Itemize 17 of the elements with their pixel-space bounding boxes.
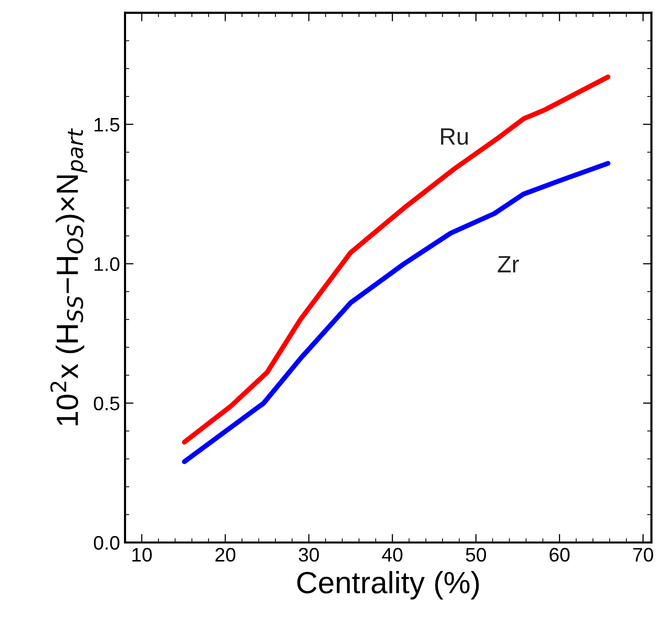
x-tick-label: 60 — [550, 548, 570, 562]
x-tick-label: 30 — [298, 548, 319, 562]
line-series — [182, 74, 610, 445]
x-tick-label: 10 — [132, 548, 152, 562]
y-tick-label: 0.0 — [94, 536, 120, 550]
line-series — [182, 160, 610, 464]
x-tick-label: 50 — [466, 548, 486, 562]
y-axis-title: 10$^{2}$x (H$_{SS}$−H$_{OS}$)×N$_{part}$ — [50, 128, 88, 426]
series-label: Zr — [498, 256, 519, 272]
x-tick-label: 20 — [215, 548, 236, 562]
x-tick-label: 40 — [382, 548, 402, 562]
y-tick-label: 0.5 — [94, 396, 120, 410]
series-label: Ru — [441, 128, 468, 145]
y-tick-label: 1.5 — [94, 118, 120, 132]
x-axis-title: Centrality (%) — [297, 571, 479, 600]
x-tick-label: 70 — [633, 548, 654, 562]
y-tick-label: 1.0 — [94, 257, 120, 271]
